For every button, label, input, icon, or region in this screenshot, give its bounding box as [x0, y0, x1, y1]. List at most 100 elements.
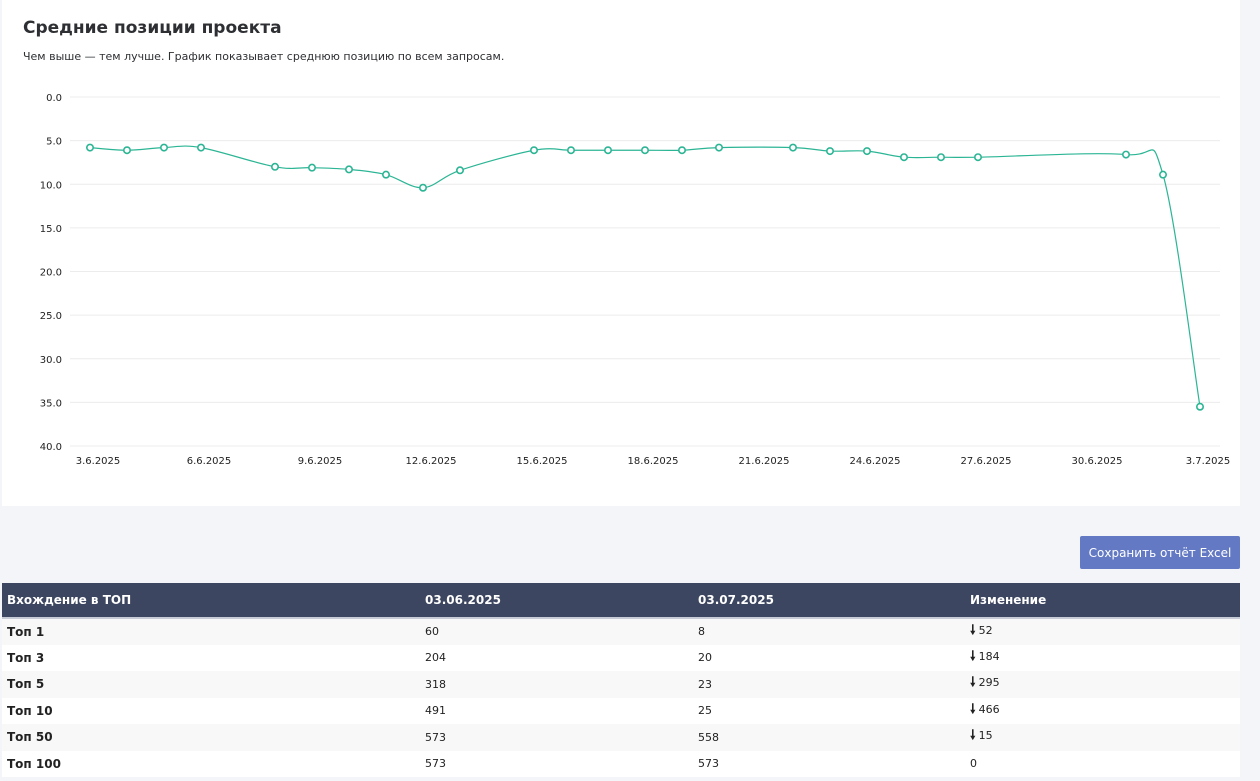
row-end-value: 20	[698, 651, 712, 665]
header-end-date: 03.07.2025	[693, 583, 965, 619]
x-tick-label: 18.6.2025	[628, 456, 679, 467]
y-tick-label: 40.0	[40, 442, 62, 453]
y-tick-label: 20.0	[40, 268, 62, 279]
x-tick-label: 21.6.2025	[739, 456, 790, 467]
data-point[interactable]	[788, 143, 797, 152]
table-row: Топ 50 573 558 🠗 15	[2, 724, 1240, 751]
table-row: Топ 10 491 25 🠗 466	[2, 697, 1240, 724]
row-label: Топ 100	[7, 756, 61, 771]
y-tick-label: 25.0	[40, 311, 62, 322]
row-start-value: 204	[425, 651, 446, 665]
row-end-value: 8	[698, 625, 705, 639]
row-start-value: 60	[425, 625, 439, 639]
data-points	[86, 143, 1205, 411]
data-point[interactable]	[1159, 170, 1168, 179]
row-change-value: 0	[970, 757, 977, 771]
row-label: Топ 3	[7, 650, 45, 665]
data-point[interactable]	[973, 153, 982, 162]
table-row: Топ 100 573 573 0	[2, 750, 1240, 778]
row-change: 0	[965, 751, 1240, 778]
row-end-value: 573	[698, 757, 719, 771]
data-point[interactable]	[123, 146, 132, 155]
x-tick-label: 6.6.2025	[187, 456, 232, 467]
arrow-down-icon: 🠗	[970, 648, 976, 664]
x-tick-label: 27.6.2025	[961, 456, 1012, 467]
row-change-value: 184	[978, 649, 1000, 663]
y-tick-label: 5.0	[46, 137, 62, 148]
data-point[interactable]	[1196, 402, 1205, 411]
arrow-down-icon: 🠗	[970, 622, 976, 638]
data-point[interactable]	[603, 146, 612, 155]
data-point[interactable]	[455, 166, 464, 175]
arrow-down-icon: 🠗	[970, 728, 976, 744]
chart-subtitle: Чем выше — тем лучше. График показывает …	[23, 50, 505, 63]
header-change: Изменение	[965, 583, 1240, 619]
row-label: Топ 10	[7, 703, 53, 718]
y-tick-label: 10.0	[40, 180, 62, 191]
row-end-value: 23	[698, 677, 712, 691]
table-body: Топ 1 60 8 🠗 52 Топ 3 204 20 🠗 184 Топ 5 318 23 🠗 295 Т…	[2, 618, 1240, 777]
data-point[interactable]	[86, 143, 95, 152]
arrow-down-icon: 🠗	[970, 701, 976, 717]
header-top-entry: Вхождение в ТОП	[2, 583, 420, 619]
x-axis-ticks: 3.6.2025 6.6.2025 9.6.2025 12.6.2025 15.6.20…	[76, 456, 1231, 467]
data-point[interactable]	[160, 143, 169, 152]
header-start-date: 03.06.2025	[420, 583, 693, 619]
data-point[interactable]	[936, 153, 945, 162]
x-tick-label: 3.7.2025	[1186, 456, 1231, 467]
data-point[interactable]	[862, 147, 871, 156]
grid-lines	[70, 96, 1220, 447]
data-point[interactable]	[899, 153, 908, 162]
row-change: 🠗 295	[965, 671, 1240, 698]
row-change: 🠗 184	[965, 645, 1240, 672]
average-position-chart: 0.0 5.0 10.0 15.0 20.0 25.0 30.0 35.0 40.0 3.6.2…	[40, 93, 1231, 467]
row-end-value: 558	[698, 730, 719, 744]
x-tick-label: 9.6.2025	[298, 456, 343, 467]
chart-title: Средние позиции проекта	[23, 18, 282, 38]
series-line	[89, 145, 1201, 407]
data-point[interactable]	[714, 143, 723, 152]
table-header-row: Вхождение в ТОП 03.06.2025 03.07.2025 Из…	[2, 583, 1240, 619]
data-point[interactable]	[197, 143, 206, 152]
save-excel-report-button[interactable]: Сохранить отчёт Excel	[1080, 536, 1240, 569]
chart-card: 0.0 5.0 10.0 15.0 20.0 25.0 30.0 35.0 40.0 3.6.2…	[2, 0, 1240, 506]
row-change-value: 295	[978, 676, 1000, 690]
arrow-down-icon: 🠗	[970, 675, 976, 691]
data-point[interactable]	[825, 147, 834, 156]
data-point[interactable]	[529, 146, 538, 155]
row-start-value: 573	[425, 730, 446, 744]
row-change: 🠗 15	[965, 724, 1240, 751]
data-point[interactable]	[381, 170, 390, 179]
row-change-value: 15	[978, 729, 993, 743]
row-label: Топ 50	[7, 730, 53, 745]
data-point[interactable]	[270, 162, 279, 171]
y-tick-label: 35.0	[40, 398, 62, 409]
data-point[interactable]	[418, 183, 427, 192]
row-change: 🠗 52	[965, 618, 1240, 645]
top-entries-table: Вхождение в ТОП 03.06.2025 03.07.2025 Из…	[2, 583, 1240, 777]
data-point[interactable]	[1122, 150, 1131, 159]
data-point[interactable]	[344, 165, 353, 174]
row-end-value: 25	[698, 704, 712, 718]
x-tick-label: 24.6.2025	[850, 456, 901, 467]
table-row: Топ 3 204 20 🠗 184	[2, 644, 1240, 672]
table-row: Топ 1 60 8 🠗 52	[2, 618, 1240, 645]
x-tick-label: 3.6.2025	[76, 456, 121, 467]
y-tick-label: 0.0	[46, 93, 62, 104]
data-point[interactable]	[677, 146, 686, 155]
x-tick-label: 12.6.2025	[406, 456, 457, 467]
x-tick-label: 30.6.2025	[1072, 456, 1123, 467]
row-change-value: 466	[978, 702, 1000, 716]
row-change-value: 52	[978, 623, 993, 637]
y-axis-ticks: 0.0 5.0 10.0 15.0 20.0 25.0 30.0 35.0 40.0	[40, 93, 62, 453]
data-point[interactable]	[566, 146, 575, 155]
y-tick-label: 15.0	[40, 224, 62, 235]
y-tick-label: 30.0	[40, 355, 62, 366]
x-tick-label: 15.6.2025	[517, 456, 568, 467]
row-label: Топ 5	[7, 677, 45, 692]
data-point[interactable]	[640, 146, 649, 155]
data-point[interactable]	[307, 163, 316, 172]
row-start-value: 491	[425, 704, 446, 718]
row-start-value: 318	[425, 677, 446, 691]
row-start-value: 573	[425, 757, 446, 771]
